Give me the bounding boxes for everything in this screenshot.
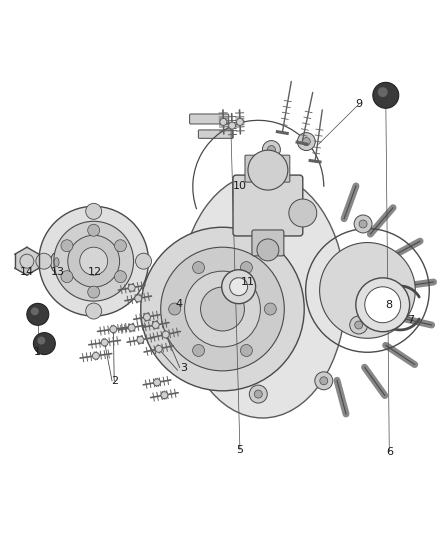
Text: 1: 1 — [34, 346, 41, 357]
Polygon shape — [15, 247, 39, 275]
Circle shape — [193, 262, 205, 273]
Text: 14: 14 — [20, 267, 34, 277]
FancyBboxPatch shape — [266, 155, 279, 182]
FancyBboxPatch shape — [233, 175, 303, 236]
Circle shape — [184, 271, 260, 347]
Circle shape — [254, 390, 262, 398]
Text: 13: 13 — [50, 267, 64, 277]
Text: 12: 12 — [88, 267, 102, 277]
Circle shape — [161, 392, 168, 399]
Circle shape — [61, 240, 73, 252]
Circle shape — [315, 372, 333, 390]
Ellipse shape — [51, 252, 63, 272]
Circle shape — [320, 377, 328, 385]
Circle shape — [155, 345, 162, 352]
Circle shape — [320, 243, 415, 338]
Text: 9: 9 — [355, 99, 362, 109]
Circle shape — [61, 271, 73, 282]
Circle shape — [237, 118, 244, 125]
Text: 6: 6 — [386, 447, 393, 456]
Circle shape — [141, 227, 304, 391]
Circle shape — [229, 122, 236, 129]
Circle shape — [137, 336, 144, 343]
Text: 4: 4 — [175, 298, 182, 309]
Circle shape — [268, 146, 276, 154]
Circle shape — [37, 337, 46, 344]
Circle shape — [68, 235, 120, 287]
FancyBboxPatch shape — [245, 155, 258, 182]
Text: 2: 2 — [111, 376, 118, 386]
Ellipse shape — [54, 258, 59, 266]
FancyBboxPatch shape — [256, 155, 269, 182]
Circle shape — [249, 385, 267, 403]
Text: 11: 11 — [240, 278, 254, 287]
Circle shape — [86, 203, 102, 219]
Circle shape — [144, 313, 150, 320]
Circle shape — [230, 278, 247, 296]
Circle shape — [135, 253, 152, 269]
Circle shape — [350, 316, 367, 334]
Circle shape — [36, 253, 52, 269]
Circle shape — [101, 339, 108, 346]
Circle shape — [27, 303, 49, 325]
Circle shape — [152, 321, 159, 328]
Ellipse shape — [180, 173, 346, 418]
Circle shape — [135, 295, 142, 302]
FancyBboxPatch shape — [277, 155, 290, 182]
Circle shape — [54, 221, 134, 301]
Circle shape — [92, 352, 99, 359]
Circle shape — [114, 240, 127, 252]
Circle shape — [86, 303, 102, 319]
Circle shape — [248, 150, 288, 190]
FancyBboxPatch shape — [190, 114, 229, 124]
Circle shape — [162, 331, 169, 338]
Text: 3: 3 — [180, 362, 187, 373]
Circle shape — [114, 271, 127, 282]
Circle shape — [193, 344, 205, 357]
Text: 10: 10 — [233, 181, 247, 191]
Circle shape — [128, 324, 135, 331]
Circle shape — [354, 215, 372, 233]
Circle shape — [88, 224, 100, 236]
Circle shape — [240, 262, 252, 273]
Circle shape — [297, 133, 315, 150]
Circle shape — [128, 284, 135, 291]
Circle shape — [359, 220, 367, 228]
Circle shape — [302, 138, 310, 146]
Circle shape — [257, 239, 279, 261]
Circle shape — [39, 206, 148, 316]
FancyBboxPatch shape — [252, 230, 284, 256]
Circle shape — [153, 379, 160, 386]
Circle shape — [169, 303, 180, 315]
Circle shape — [355, 321, 363, 329]
Circle shape — [201, 287, 244, 331]
Circle shape — [356, 278, 410, 332]
Circle shape — [240, 344, 252, 357]
Circle shape — [365, 287, 401, 322]
Text: 5: 5 — [237, 445, 244, 455]
Circle shape — [110, 326, 117, 333]
Circle shape — [373, 83, 399, 108]
Circle shape — [289, 199, 317, 227]
Text: 7: 7 — [407, 314, 415, 325]
Circle shape — [265, 303, 276, 315]
Circle shape — [88, 286, 100, 298]
Circle shape — [33, 333, 55, 354]
Text: 8: 8 — [386, 300, 393, 310]
Circle shape — [222, 270, 256, 304]
Circle shape — [31, 308, 39, 316]
Circle shape — [378, 87, 388, 97]
Circle shape — [80, 247, 108, 275]
Circle shape — [220, 118, 227, 125]
FancyBboxPatch shape — [198, 130, 233, 139]
Circle shape — [161, 247, 284, 371]
Circle shape — [262, 141, 280, 158]
